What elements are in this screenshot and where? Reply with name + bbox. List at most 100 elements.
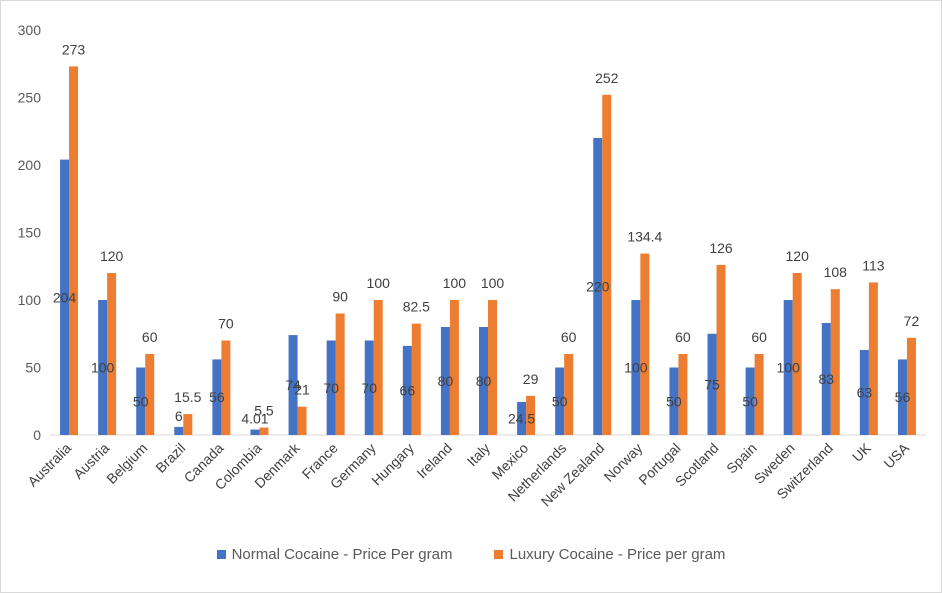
bar [488,300,497,435]
category-label: Italy [464,440,493,469]
bar [212,359,222,435]
legend-swatch-normal [216,550,226,559]
data-label: 126 [709,240,733,256]
data-label: 120 [100,248,124,264]
data-label: 15.5 [174,389,201,405]
data-label: 100 [777,360,801,376]
data-label: 72 [904,313,920,329]
bar [136,367,146,435]
bar [526,395,536,435]
data-label: 21 [294,382,310,398]
bar [335,313,345,435]
bar [859,349,869,435]
category-label: Belgium [103,440,150,487]
bar [288,335,298,435]
bar [174,426,184,435]
bar [107,273,117,435]
data-label: 100 [367,275,391,291]
bar [402,345,412,435]
category-label: Brazil [152,440,188,476]
data-label: 83 [818,371,834,387]
bar [631,300,641,435]
data-label: 29 [523,371,539,387]
data-label: 60 [751,329,767,345]
data-label: 60 [142,329,158,345]
bar [602,94,612,436]
bar [297,406,307,435]
bar [669,367,679,435]
bar [69,66,79,435]
bar [906,337,916,435]
bar [440,327,450,435]
data-label: 70 [361,380,377,396]
data-label: 100 [91,360,115,376]
data-label: 204 [53,289,77,305]
y-tick-label: 250 [18,90,42,106]
bar [792,273,802,435]
bar-chart: 050100150200250300204273Australia100120A… [18,22,926,509]
bar [754,354,764,435]
legend-label-luxury: Luxury Cocaine - Price per gram [509,546,726,563]
bar [564,354,574,435]
data-label: 60 [561,329,577,345]
bar [326,340,336,435]
data-label: 6 [175,408,183,424]
bar [145,354,155,435]
bar [98,300,108,435]
data-label: 113 [862,257,885,273]
data-label: 50 [133,393,149,409]
legend-entry-luxury: Luxury Cocaine - Price per gram [494,546,725,563]
bar [593,138,603,435]
legend-label-normal: Normal Cocaine - Price Per gram [231,546,453,563]
data-label: 100 [624,360,648,376]
category-label: Hungary [368,440,417,489]
bar [821,322,831,435]
data-label: 63 [857,384,873,400]
bar [364,340,374,435]
data-label: 74 [285,377,301,393]
bar [716,264,726,435]
data-label: 50 [742,393,758,409]
y-tick-label: 50 [25,360,41,376]
data-label: 100 [481,275,505,291]
bar [745,367,755,435]
bar [479,327,488,435]
data-label: 66 [400,382,416,398]
bar [259,427,269,435]
bar [183,414,193,435]
data-label: 82.5 [403,299,430,315]
bar [250,429,260,435]
data-label: 4.01 [241,411,268,427]
bar [868,282,878,435]
bar [555,367,565,435]
bar [517,401,527,435]
bar [830,289,840,435]
data-label: 273 [62,41,86,57]
data-label: 252 [595,70,619,86]
category-label: USA [880,439,912,471]
data-label: 24.5 [508,410,535,426]
bar [640,253,650,435]
legend-swatch-luxury [494,550,504,559]
data-label: 70 [218,316,234,332]
data-label: 134.4 [627,229,662,245]
y-tick-label: 300 [18,22,42,38]
data-label: 50 [666,393,682,409]
data-label: 80 [476,373,492,389]
bar [707,333,717,435]
y-tick-label: 0 [33,427,41,443]
y-tick-label: 150 [18,225,42,241]
category-label: Ireland [413,440,455,482]
y-tick-label: 200 [18,157,42,173]
bar [60,159,70,435]
bar [373,300,383,435]
data-label: 56 [209,389,225,405]
data-label: 56 [895,389,911,405]
bar [678,354,688,435]
data-label: 5.5 [254,403,274,419]
data-label: 50 [552,393,568,409]
y-tick-label: 100 [18,292,42,308]
bar [411,323,421,435]
category-label: Australia [24,440,74,490]
